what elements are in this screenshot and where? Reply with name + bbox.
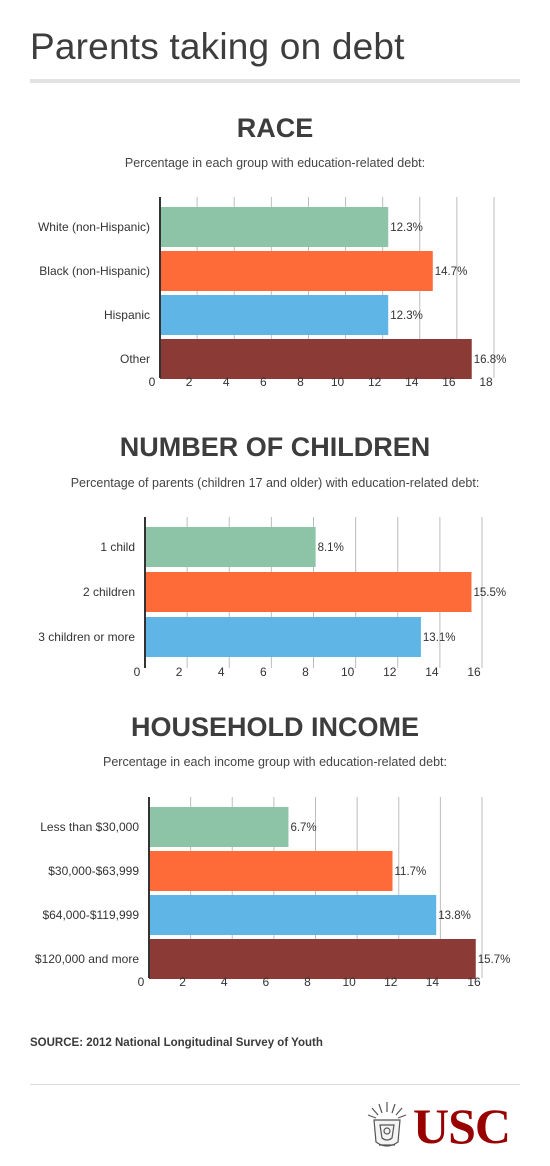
category-label: Other — [120, 352, 150, 366]
tick-label: 0 — [138, 975, 145, 989]
tick-label: 4 — [223, 375, 230, 389]
tick-label: 12 — [384, 975, 398, 989]
tick-label: 6 — [263, 975, 270, 989]
tick-label: 12 — [383, 665, 397, 679]
tick-label: 16 — [442, 375, 456, 389]
usc-wordmark: USC — [413, 1098, 511, 1154]
chart-subtitle-children: Percentage of parents (children 17 and o… — [70, 476, 480, 490]
bar-1 — [160, 251, 433, 291]
value-label: 11.7% — [395, 866, 427, 878]
children-bar-chart: 1 child 8.1% 2 children 15.5% 3 children or … — [38, 517, 506, 679]
tick-label: 10 — [331, 375, 345, 389]
tick-label: 12 — [368, 375, 382, 389]
tick-label: 2 — [179, 975, 186, 989]
category-label: $120,000 and more — [35, 952, 139, 966]
bar-1 — [149, 851, 393, 891]
footer-divider — [30, 1084, 520, 1085]
tick-label: 16 — [467, 665, 481, 679]
source-note: SOURCE: 2012 National Longitudinal Surve… — [30, 1037, 323, 1049]
tick-label: 8 — [304, 975, 311, 989]
bar-3 — [149, 939, 476, 979]
tick-label: 8 — [297, 375, 304, 389]
tick-label: 4 — [218, 665, 225, 679]
tick-label: 18 — [479, 375, 493, 389]
tick-label: 0 — [134, 665, 141, 679]
title-divider — [30, 79, 520, 83]
tick-label: 14 — [425, 665, 439, 679]
category-label: $64,000-$119,999 — [42, 908, 139, 922]
category-label: 3 children or more — [38, 630, 135, 644]
usc-logo: USC — [365, 1098, 525, 1154]
category-label: White (non-Hispanic) — [38, 220, 150, 234]
value-label: 15.7% — [478, 954, 511, 966]
usc-seal-icon — [367, 1102, 407, 1147]
tick-label: 6 — [260, 665, 267, 679]
value-label: 12.3% — [390, 222, 423, 234]
income-bar-chart: Less than $30,000 6.7% $30,000-$63,999 11.7… — [35, 797, 511, 989]
tick-label: 4 — [221, 975, 228, 989]
bar-0 — [145, 527, 316, 567]
bar-0 — [160, 207, 389, 247]
value-label: 12.3% — [390, 310, 423, 322]
bar-0 — [149, 807, 289, 847]
tick-label: 10 — [342, 975, 356, 989]
category-label: Hispanic — [104, 308, 150, 322]
tick-label: 6 — [260, 375, 267, 389]
bar-3 — [160, 339, 472, 379]
chart-subtitle-income: Percentage in each income group with edu… — [103, 755, 447, 769]
value-label: 6.7% — [290, 822, 316, 834]
chart-subtitle-race: Percentage in each group with education-… — [124, 156, 426, 170]
category-label: Less than $30,000 — [40, 820, 139, 834]
bar-1 — [145, 572, 472, 612]
tick-label: 8 — [302, 665, 309, 679]
category-label: 2 children — [83, 585, 135, 599]
chart-title-race: RACE — [236, 113, 314, 143]
chart-title-income: HOUSEHOLD INCOME — [130, 712, 419, 742]
tick-label: 16 — [467, 975, 481, 989]
tick-label: 2 — [186, 375, 193, 389]
tick-label: 0 — [149, 375, 156, 389]
category-label: $30,000-$63,999 — [48, 864, 139, 878]
bar-2 — [149, 895, 437, 935]
tick-label: 2 — [176, 665, 183, 679]
value-label: 13.8% — [438, 910, 471, 922]
value-label: 15.5% — [473, 587, 506, 599]
tick-label: 10 — [341, 665, 355, 679]
category-label: 1 child — [100, 540, 135, 554]
category-label: Black (non-Hispanic) — [39, 264, 150, 278]
race-bar-chart: White (non-Hispanic) 12.3% Black (non-Hisp… — [38, 197, 507, 389]
tick-label: 14 — [405, 375, 419, 389]
bar-2 — [145, 617, 421, 657]
value-label: 8.1% — [318, 542, 344, 554]
bar-2 — [160, 295, 389, 335]
tick-label: 14 — [426, 975, 440, 989]
value-label: 14.7% — [435, 266, 468, 278]
page-title: Parents taking on debt — [30, 26, 405, 67]
value-label: 16.8% — [474, 354, 507, 366]
value-label: 13.1% — [423, 632, 456, 644]
chart-title-children: NUMBER OF CHILDREN — [119, 432, 431, 462]
